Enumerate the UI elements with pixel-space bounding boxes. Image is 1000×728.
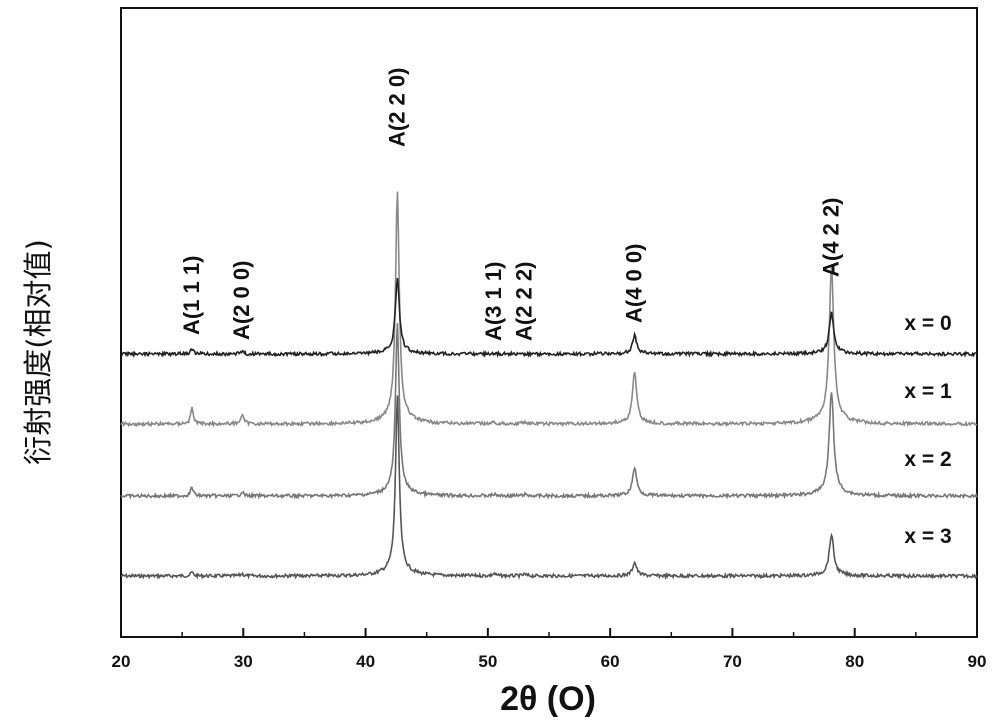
x-tick-label: 70 [723,652,742,671]
x-axis: 20 30 40 50 60 70 80 90 [112,628,987,671]
series-label: x = 1 [904,380,952,403]
series-label: x = 2 [904,448,951,471]
series-label: x = 3 [904,525,951,548]
peak-label: A(2 0 0) [229,261,254,340]
peak-label-layer: A(1 1 1) A(2 0 0) A(2 2 0) A(3 1 1)A(2 2 2)… [179,68,844,341]
x-axis-label: 2θ (O) [500,680,596,718]
series-layer [121,192,977,578]
peak-label: A(2 2 2) [512,262,537,341]
x-tick-label: 60 [601,652,620,671]
x-tick-label: 90 [968,652,987,671]
peak-label: A(2 2 0) [384,68,409,147]
series-label: x = 0 [904,312,951,335]
x-tick-label: 30 [234,652,253,671]
peak-label: A(1 1 1) [179,256,204,335]
peak-label: A(3 1 1) [481,262,506,341]
series-line [121,323,977,497]
x-tick-label: 40 [356,652,375,671]
peak-label: A(4 2 2) [819,198,844,277]
x-tick-label: 20 [112,652,131,671]
peak-label: A(4 0 0) [622,244,647,323]
x-tick-label: 50 [478,652,497,671]
y-axis-label: 衍射强度(相对值) [21,239,55,465]
series-label-layer: x = 3 x = 2 x = 1 x = 0 [904,312,952,548]
x-tick-label: 80 [845,652,864,671]
